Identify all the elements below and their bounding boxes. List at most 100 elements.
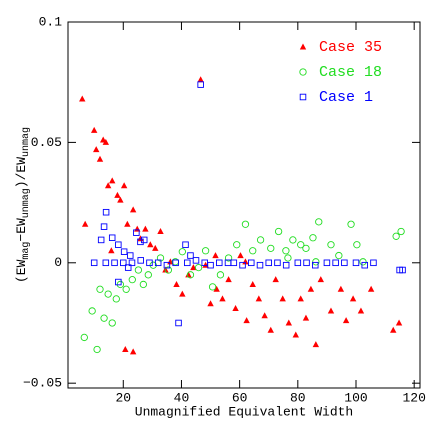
point <box>175 319 182 327</box>
x-axis-label: Unmagnified Equivalent Width <box>135 404 353 419</box>
y-axis-label: (EWmag−EWunmag)/EWunmag <box>14 127 31 283</box>
point <box>109 177 116 184</box>
point <box>124 264 132 271</box>
y-tick-label: −0.05 <box>23 376 62 391</box>
point <box>216 271 225 279</box>
point <box>237 252 244 259</box>
point <box>104 182 112 189</box>
point <box>392 232 400 240</box>
point <box>349 295 357 302</box>
point <box>279 295 286 302</box>
y-label-subscript: unmag <box>21 127 32 157</box>
point <box>120 182 128 189</box>
point <box>390 326 397 333</box>
point <box>347 220 355 228</box>
y-label-part: (EW <box>14 259 29 283</box>
point <box>194 263 203 272</box>
point <box>197 76 204 83</box>
point <box>124 220 131 227</box>
point <box>309 234 317 242</box>
point <box>120 259 127 267</box>
point <box>274 259 281 267</box>
point <box>282 261 290 269</box>
point <box>361 261 368 269</box>
point <box>202 261 209 268</box>
point <box>327 241 335 249</box>
y-tick-label: 0 <box>54 255 62 270</box>
point <box>265 259 272 267</box>
point <box>144 271 152 279</box>
point <box>302 244 310 252</box>
point <box>359 258 367 266</box>
point <box>115 278 122 286</box>
point <box>187 252 194 259</box>
y-label-subscript: unmag <box>21 188 32 218</box>
point <box>139 280 147 289</box>
x-tick-label: 100 <box>344 390 367 405</box>
point <box>157 227 164 234</box>
point <box>179 290 186 297</box>
point <box>120 248 128 255</box>
point <box>332 259 339 267</box>
point <box>137 238 144 246</box>
point <box>397 227 405 236</box>
point <box>102 138 110 145</box>
point <box>207 261 214 269</box>
point <box>182 241 189 248</box>
point <box>128 275 136 284</box>
point <box>285 319 292 326</box>
point <box>312 261 319 269</box>
y-tick-label: 0.05 <box>31 135 62 150</box>
point <box>192 257 200 264</box>
x-tick-label: 40 <box>174 390 190 405</box>
legend-marker <box>299 93 307 101</box>
point <box>284 254 292 262</box>
point <box>178 248 186 256</box>
y-label-part: −EW <box>14 218 29 242</box>
point <box>357 307 365 314</box>
point <box>122 285 130 293</box>
point <box>173 280 180 287</box>
point <box>370 259 377 267</box>
point <box>97 236 105 244</box>
point <box>302 314 310 321</box>
point <box>147 241 154 248</box>
point <box>267 326 274 333</box>
point <box>108 319 116 327</box>
point <box>342 317 350 324</box>
point <box>249 247 257 255</box>
point <box>353 241 361 249</box>
point <box>100 314 108 322</box>
point <box>303 259 310 267</box>
point <box>90 259 98 267</box>
point <box>80 333 88 342</box>
point <box>249 280 256 287</box>
point <box>133 229 140 236</box>
point <box>190 264 197 271</box>
point <box>172 259 179 267</box>
point <box>197 81 204 88</box>
point <box>114 191 121 198</box>
point <box>137 235 144 242</box>
point <box>297 241 305 249</box>
point <box>164 266 173 274</box>
point <box>96 285 104 293</box>
point <box>395 319 403 326</box>
point <box>335 251 343 260</box>
y-label-subscript: mag <box>21 242 32 260</box>
point <box>111 259 118 267</box>
point <box>248 259 255 267</box>
point <box>224 254 233 262</box>
point <box>327 307 335 314</box>
point <box>102 259 110 267</box>
point <box>225 276 232 283</box>
point <box>216 259 223 267</box>
point <box>337 285 345 292</box>
point <box>146 259 153 267</box>
point <box>267 244 275 252</box>
point <box>307 285 315 292</box>
point <box>207 300 214 307</box>
point <box>201 247 210 255</box>
point <box>230 259 238 267</box>
point <box>104 290 112 298</box>
